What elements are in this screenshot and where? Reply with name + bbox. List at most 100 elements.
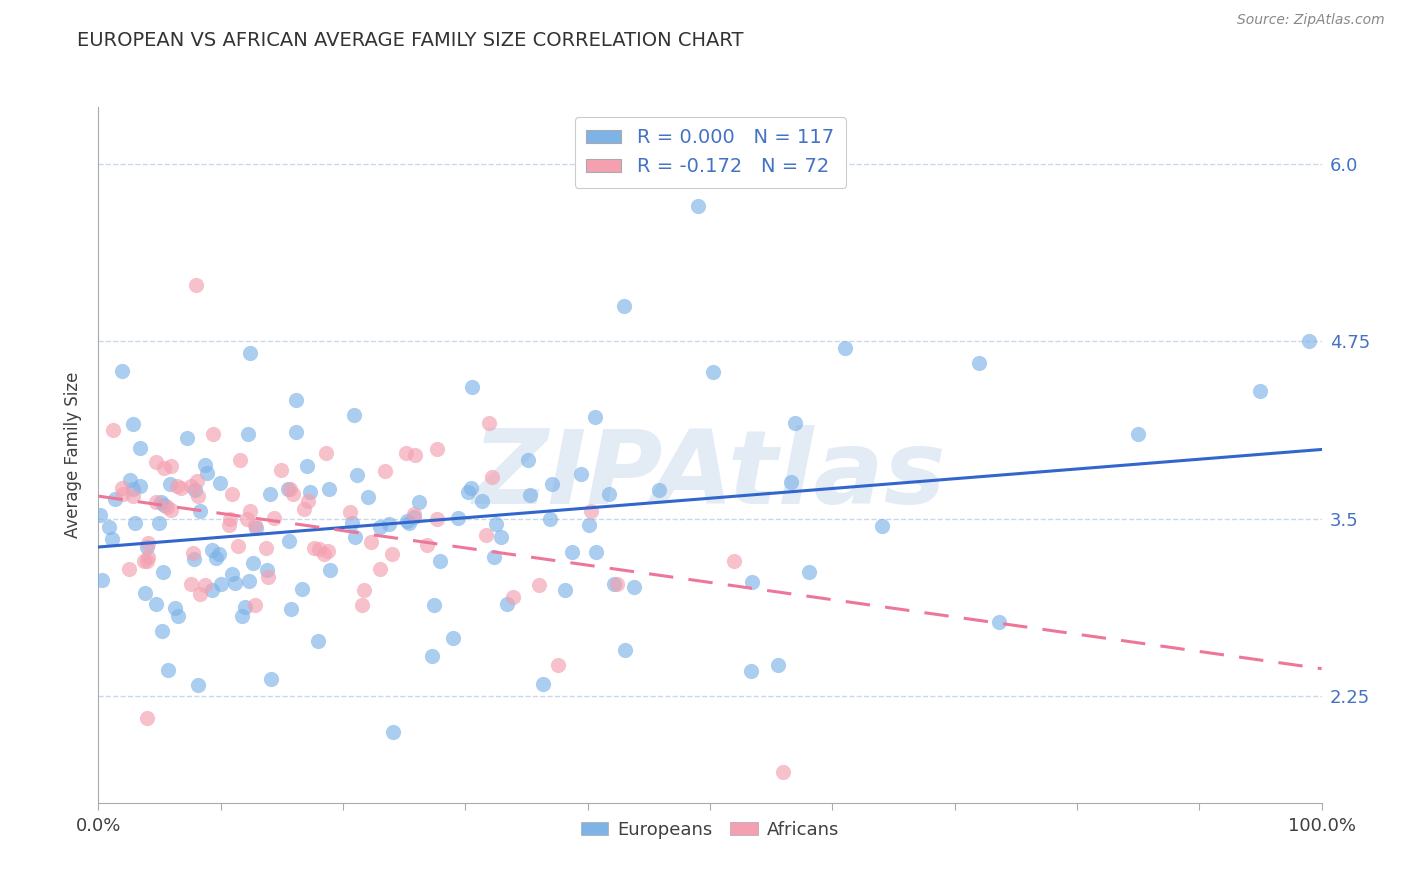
Point bbox=[136, 549, 159, 564]
Point bbox=[460, 481, 482, 495]
Point bbox=[150, 494, 173, 508]
Point bbox=[370, 562, 392, 576]
Point bbox=[136, 710, 159, 724]
Point bbox=[378, 516, 401, 531]
Point bbox=[614, 643, 637, 657]
Point bbox=[519, 488, 541, 502]
Text: EUROPEAN VS AFRICAN AVERAGE FAMILY SIZE CORRELATION CHART: EUROPEAN VS AFRICAN AVERAGE FAMILY SIZE … bbox=[77, 31, 744, 50]
Point bbox=[368, 520, 391, 534]
Point bbox=[195, 467, 218, 481]
Point bbox=[243, 518, 266, 533]
Point bbox=[183, 552, 205, 566]
Point bbox=[257, 570, 280, 584]
Point bbox=[238, 574, 260, 589]
Point bbox=[314, 547, 336, 561]
Point bbox=[613, 299, 636, 313]
Point bbox=[256, 563, 278, 577]
Point bbox=[205, 550, 228, 565]
Point bbox=[291, 582, 314, 596]
Point bbox=[579, 504, 602, 518]
Point bbox=[395, 446, 418, 460]
Point bbox=[159, 476, 181, 491]
Point bbox=[870, 519, 893, 533]
Point bbox=[603, 577, 626, 591]
Point bbox=[153, 498, 176, 512]
Point bbox=[194, 577, 217, 591]
Point bbox=[254, 541, 277, 555]
Point bbox=[307, 634, 329, 648]
Point bbox=[122, 482, 145, 496]
Point bbox=[165, 601, 187, 615]
Point bbox=[1298, 334, 1320, 349]
Point bbox=[495, 597, 517, 611]
Point bbox=[181, 546, 204, 560]
Point bbox=[277, 482, 299, 496]
Point bbox=[148, 516, 170, 530]
Point bbox=[318, 482, 340, 496]
Point bbox=[316, 544, 339, 558]
Point bbox=[395, 514, 418, 528]
Point bbox=[208, 476, 231, 491]
Point bbox=[1128, 426, 1150, 441]
Point bbox=[402, 507, 425, 521]
Point bbox=[242, 557, 264, 571]
Point bbox=[404, 448, 426, 462]
Point bbox=[598, 486, 620, 500]
Point bbox=[561, 545, 583, 559]
Point bbox=[239, 504, 262, 518]
Point bbox=[441, 631, 464, 645]
Point bbox=[176, 431, 198, 445]
Point bbox=[648, 483, 671, 498]
Point bbox=[478, 416, 501, 430]
Point bbox=[988, 615, 1011, 629]
Point bbox=[340, 516, 363, 530]
Point bbox=[128, 441, 150, 455]
Point bbox=[111, 481, 134, 495]
Point bbox=[461, 380, 484, 394]
Point bbox=[319, 563, 342, 577]
Point bbox=[90, 573, 112, 587]
Point bbox=[768, 657, 790, 672]
Point bbox=[145, 455, 167, 469]
Point bbox=[194, 458, 217, 472]
Point bbox=[122, 489, 145, 503]
Point bbox=[398, 516, 420, 530]
Point bbox=[423, 598, 446, 612]
Point bbox=[136, 553, 159, 567]
Point bbox=[221, 566, 243, 581]
Point bbox=[426, 512, 449, 526]
Point bbox=[170, 482, 193, 496]
Point bbox=[374, 464, 396, 478]
Legend: Europeans, Africans: Europeans, Africans bbox=[574, 814, 846, 846]
Point bbox=[187, 678, 209, 692]
Point bbox=[360, 534, 382, 549]
Point bbox=[541, 477, 564, 491]
Point bbox=[741, 574, 763, 589]
Point bbox=[569, 467, 592, 482]
Point bbox=[554, 582, 576, 597]
Point bbox=[471, 494, 494, 508]
Point bbox=[136, 541, 159, 555]
Point bbox=[457, 484, 479, 499]
Point bbox=[294, 502, 316, 516]
Point bbox=[346, 467, 368, 482]
Point bbox=[101, 423, 124, 437]
Point bbox=[281, 486, 304, 500]
Point bbox=[702, 365, 724, 379]
Point bbox=[308, 541, 330, 556]
Point bbox=[112, 487, 135, 501]
Point bbox=[89, 508, 111, 522]
Text: ZIPAtlas: ZIPAtlas bbox=[474, 425, 946, 526]
Point bbox=[229, 453, 252, 467]
Point bbox=[145, 597, 167, 611]
Point bbox=[489, 530, 512, 544]
Point bbox=[122, 417, 145, 432]
Point bbox=[585, 545, 607, 559]
Point bbox=[416, 538, 439, 552]
Point bbox=[484, 549, 506, 564]
Point bbox=[298, 484, 321, 499]
Point bbox=[263, 511, 285, 525]
Point bbox=[485, 517, 508, 532]
Point bbox=[280, 602, 302, 616]
Point bbox=[180, 479, 202, 493]
